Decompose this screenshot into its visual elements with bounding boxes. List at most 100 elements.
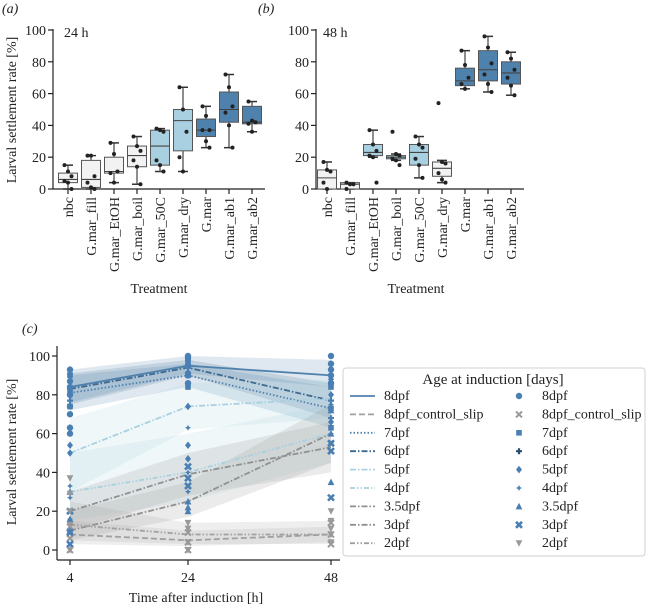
data-marker-4dpf — [67, 482, 73, 489]
data-marker-5dpf — [185, 402, 191, 411]
data-point — [325, 187, 329, 191]
box-iqr — [219, 91, 239, 123]
data-point — [108, 140, 113, 145]
data-marker-2dpf — [327, 508, 335, 515]
data-point — [505, 50, 510, 55]
data-point — [154, 126, 159, 131]
x-tick-label: G.mar_boil — [390, 197, 405, 261]
data-point — [200, 104, 205, 109]
data-point — [413, 134, 418, 139]
data-marker-3dpf — [327, 493, 335, 502]
x-tick-label: G.mar_EtOH — [108, 197, 123, 272]
box-iqr — [317, 169, 337, 190]
data-point — [161, 169, 166, 174]
data-marker-6dpf — [185, 356, 191, 363]
data-point — [62, 179, 67, 184]
data-point — [200, 128, 205, 133]
y-tick-label: 80 — [32, 56, 46, 71]
data-marker-2dpf — [184, 525, 192, 533]
data-point — [505, 75, 510, 80]
legend-label-line-8dpf_control_slip: 8dpf_control_slip — [384, 407, 484, 422]
box-iqr — [196, 118, 216, 138]
data-point — [177, 85, 182, 90]
y-tick-label: 0 — [43, 544, 50, 559]
panel-label-c: (c) — [22, 322, 38, 337]
data-point — [394, 158, 398, 163]
box-iqr — [455, 67, 475, 87]
data-point — [250, 129, 254, 134]
x-tick-label: G.mar — [459, 197, 474, 233]
box-G.mar_EtOH — [363, 128, 383, 185]
data-marker-5dpf — [67, 449, 73, 457]
y-axis-label-c: Larval settlement rate [%] — [5, 379, 20, 526]
data-marker-7dpf — [185, 384, 191, 390]
data-marker-2dpf — [327, 517, 335, 525]
data-marker-3dpf — [327, 439, 335, 448]
data-point — [66, 180, 70, 185]
data-point — [325, 167, 329, 172]
data-marker-7dpf — [67, 390, 73, 396]
box-iqr — [242, 105, 262, 125]
box-nbc — [317, 159, 337, 191]
y-tick-label: 40 — [295, 119, 309, 134]
data-point — [246, 121, 251, 126]
ci-band-4dpf — [70, 404, 331, 521]
data-point — [374, 180, 379, 185]
data-point — [509, 56, 513, 61]
data-marker-3dpf — [184, 462, 192, 471]
data-marker-8dpf — [327, 352, 335, 360]
box-G.mar_ab2 — [501, 50, 521, 98]
data-point — [89, 185, 93, 190]
data-point — [112, 152, 116, 157]
data-marker-7dpf — [328, 424, 334, 431]
y-tick-label: 60 — [295, 88, 309, 103]
data-point — [321, 159, 326, 164]
box-G.mar — [196, 104, 216, 150]
data-point — [489, 90, 494, 95]
ci-band-3.5dpf — [70, 404, 331, 541]
legend-marker-2dpf — [515, 540, 523, 547]
panel-label-b: (b) — [258, 2, 275, 17]
legend-label-line-3dpf: 3dpf — [384, 518, 410, 533]
data-marker-3dpf — [66, 540, 74, 549]
data-marker-8dpf — [66, 378, 74, 385]
data-point — [184, 129, 189, 134]
annotation-48h: 48 h — [323, 26, 348, 41]
data-point — [207, 145, 212, 150]
legend-frame — [342, 367, 646, 557]
legend-marker-3dpf — [515, 520, 523, 529]
data-marker-2dpf — [184, 519, 192, 527]
data-marker-7dpf — [328, 384, 334, 390]
data-marker-7dpf — [67, 403, 73, 410]
data-marker-2dpf — [66, 508, 74, 515]
data-marker-4dpf — [185, 424, 191, 431]
data-point — [181, 169, 185, 174]
data-marker-5dpf — [185, 455, 191, 463]
data-point — [463, 62, 467, 67]
panel-label-a: (a) — [2, 2, 19, 17]
data-marker-8dpf — [66, 411, 74, 418]
data-marker-5dpf — [67, 423, 73, 432]
data-point — [230, 104, 235, 109]
series-line-2dpf — [69, 523, 331, 536]
data-point — [92, 174, 97, 179]
data-point — [92, 187, 97, 191]
legend-marker-8dpf — [515, 392, 523, 400]
data-marker-7dpf — [185, 360, 191, 367]
box-G.mar_ab1 — [478, 34, 498, 95]
ci-band-5dpf — [70, 379, 331, 492]
x-tick-label: G.mar_fill — [344, 197, 359, 256]
legend-marker-3.5dpf — [515, 502, 523, 510]
legend-label-line-8dpf: 8dpf — [384, 389, 410, 404]
data-point — [230, 145, 235, 150]
data-point — [417, 163, 421, 168]
data-marker-6dpf — [185, 372, 191, 379]
data-point — [344, 187, 349, 191]
data-point — [443, 180, 448, 185]
legend-label-marker-3dpf: 3dpf — [542, 518, 568, 533]
box-iqr — [104, 156, 124, 174]
data-point — [436, 101, 441, 106]
box-G.mar_50C — [409, 134, 429, 180]
x-tick-label: G.mar_50C — [413, 197, 428, 263]
data-point — [89, 153, 93, 158]
